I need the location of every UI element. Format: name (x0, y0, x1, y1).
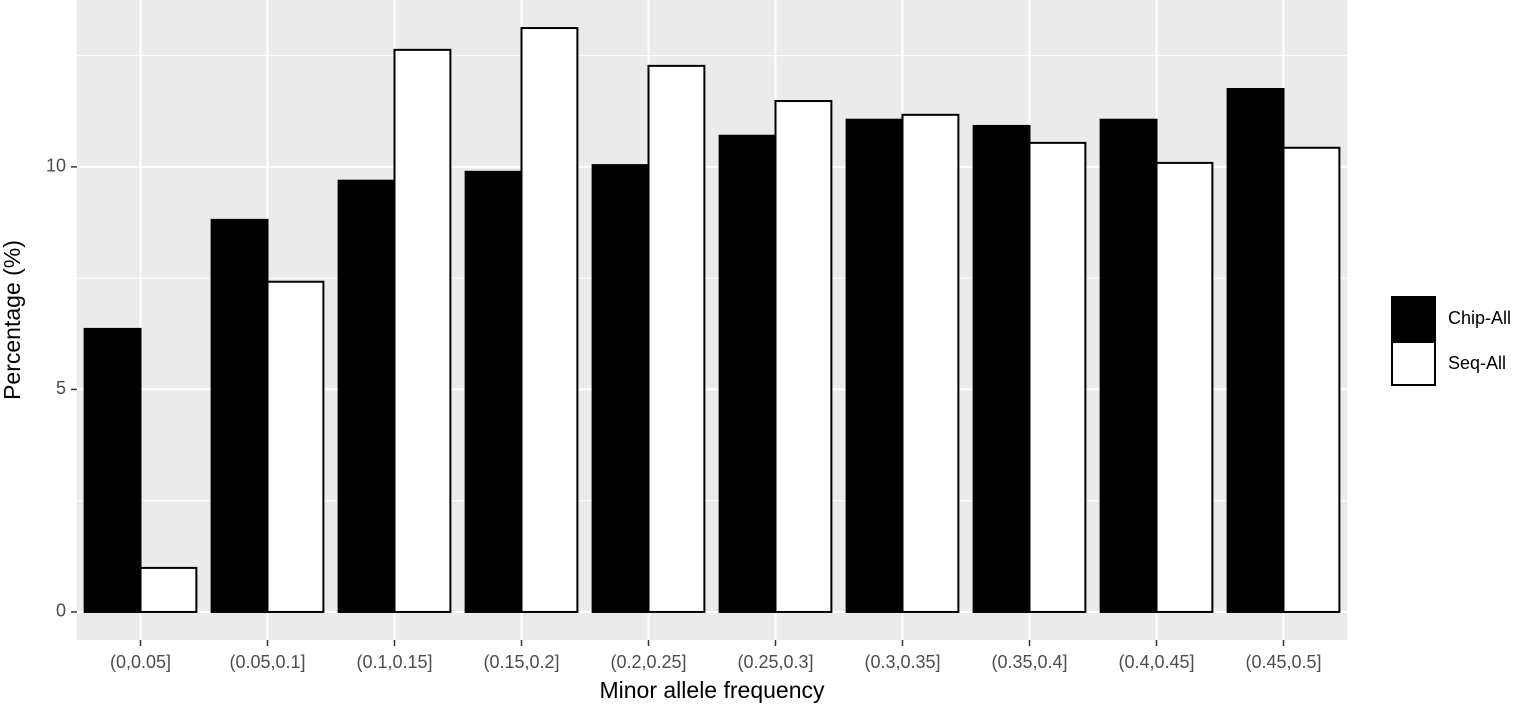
x-tick-label: (0,0.05] (110, 652, 171, 672)
legend-key (1391, 296, 1436, 341)
y-tick-label: 10 (46, 156, 66, 176)
legend-label: Chip-All (1448, 308, 1511, 328)
bar (83, 327, 142, 613)
bar (1282, 146, 1341, 613)
x-tick-label: (0.1,0.15] (356, 652, 432, 672)
bar (1226, 88, 1285, 613)
x-tick-label: (0.3,0.35] (864, 652, 940, 672)
bar (139, 566, 198, 613)
bar (266, 280, 325, 613)
bar (1028, 141, 1087, 613)
bar (774, 100, 833, 613)
bar (393, 48, 452, 613)
x-tick-label: (0.45,0.5] (1245, 652, 1321, 672)
bar (337, 179, 396, 613)
x-tick-label: (0.35,0.4] (991, 652, 1067, 672)
bar (1155, 161, 1214, 613)
bar (464, 170, 523, 613)
y-tick-label: 5 (56, 378, 66, 398)
bar (210, 218, 269, 613)
bars (83, 27, 1341, 613)
legend-key (1391, 341, 1436, 386)
x-tick-label: (0.05,0.1] (229, 652, 305, 672)
x-tick-label: (0.15,0.2] (483, 652, 559, 672)
bar (718, 134, 777, 613)
bar (901, 113, 960, 613)
x-tick-label: (0.2,0.25] (610, 652, 686, 672)
y-axis-title: Percentage (%) (0, 240, 25, 400)
bar (972, 124, 1031, 613)
x-tick-label: (0.25,0.3] (737, 652, 813, 672)
bar (845, 118, 904, 613)
y-tick-label: 0 (56, 601, 66, 621)
bar (647, 64, 706, 613)
bar (1099, 118, 1158, 613)
bar (520, 27, 579, 613)
legend-label: Seq-All (1448, 353, 1506, 373)
bar (591, 164, 650, 613)
x-axis-title: Minor allele frequency (599, 677, 825, 703)
x-tick-label: (0.4,0.45] (1118, 652, 1194, 672)
